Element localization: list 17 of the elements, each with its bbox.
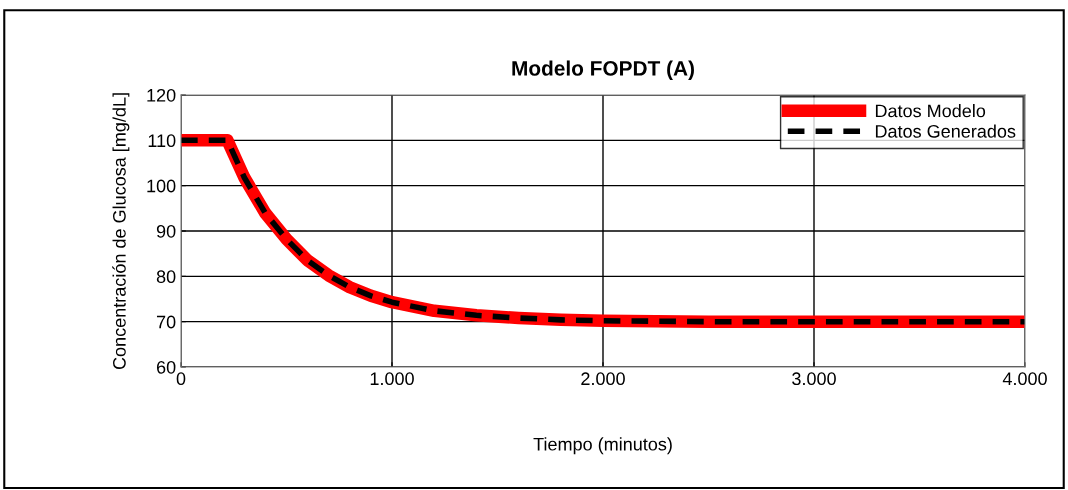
y-tick-label: 60 [156,360,176,374]
legend-label: Datos Generados [875,124,1016,138]
y-tick-label: 100 [147,179,176,193]
x-tick-label: 4.000 [1002,372,1047,386]
chart-title: Modelo FOPDT (A) [512,60,694,80]
y-axis-title: Concentración de Glucosa [mg/dL] [112,93,130,370]
y-tick-label: 70 [156,315,176,329]
x-tick-label: 0 [176,372,186,386]
x-tick-label: 3.000 [792,372,836,386]
y-tick-label: 120 [147,88,176,102]
x-tick-label: 1.000 [370,372,414,386]
y-tick-label: 90 [156,224,176,238]
y-tick-label: 110 [148,134,176,148]
y-tick-label: 80 [156,270,176,284]
x-axis-title: Tiempo (minutos) [533,437,672,455]
legend-label: Datos Modelo [875,104,986,118]
x-tick-label: 2.000 [581,372,625,386]
